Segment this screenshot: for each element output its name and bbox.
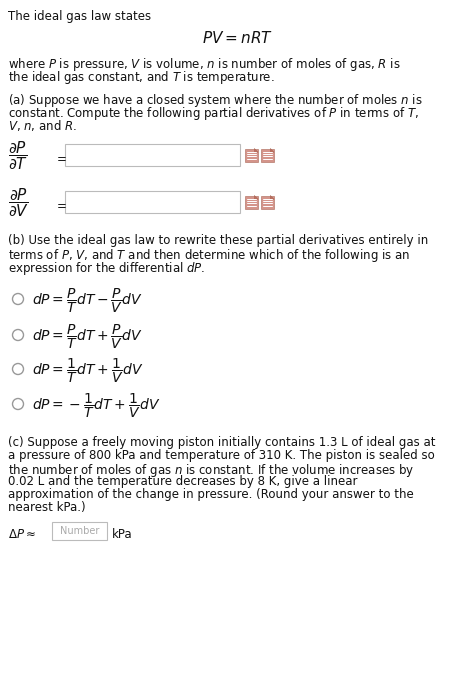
Circle shape bbox=[12, 364, 24, 375]
Text: $PV = nRT$: $PV = nRT$ bbox=[201, 30, 273, 46]
Text: constant. Compute the following partial derivatives of $P$ in terms of $T$,: constant. Compute the following partial … bbox=[8, 105, 419, 122]
Text: 0.02 L and the temperature decreases by 8 K, give a linear: 0.02 L and the temperature decreases by … bbox=[8, 475, 357, 488]
Text: nearest kPa.): nearest kPa.) bbox=[8, 501, 86, 514]
Text: The ideal gas law states: The ideal gas law states bbox=[8, 10, 151, 23]
FancyBboxPatch shape bbox=[261, 148, 274, 161]
Text: $dP = \dfrac{P}{T}dT + \dfrac{P}{V}dV$: $dP = \dfrac{P}{T}dT + \dfrac{P}{V}dV$ bbox=[32, 323, 143, 351]
Polygon shape bbox=[255, 148, 258, 152]
Polygon shape bbox=[270, 148, 274, 152]
Text: $dP = \dfrac{1}{T}dT + \dfrac{1}{V}dV$: $dP = \dfrac{1}{T}dT + \dfrac{1}{V}dV$ bbox=[32, 357, 144, 385]
FancyBboxPatch shape bbox=[52, 522, 107, 540]
Text: $\Delta P \approx$: $\Delta P \approx$ bbox=[8, 528, 36, 541]
Polygon shape bbox=[270, 195, 274, 199]
Text: (a) Suppose we have a closed system where the number of moles $n$ is: (a) Suppose we have a closed system wher… bbox=[8, 92, 423, 109]
Text: $\dfrac{\partial P}{\partial V}$: $\dfrac{\partial P}{\partial V}$ bbox=[8, 186, 29, 219]
FancyBboxPatch shape bbox=[65, 191, 240, 213]
Text: $=$: $=$ bbox=[54, 151, 67, 164]
Text: Number: Number bbox=[60, 526, 99, 536]
Text: the ideal gas constant, and $T$ is temperature.: the ideal gas constant, and $T$ is tempe… bbox=[8, 69, 275, 86]
Text: $dP = \dfrac{P}{T}dT - \dfrac{P}{V}dV$: $dP = \dfrac{P}{T}dT - \dfrac{P}{V}dV$ bbox=[32, 287, 143, 315]
Text: approximation of the change in pressure. (Round your answer to the: approximation of the change in pressure.… bbox=[8, 488, 414, 501]
Circle shape bbox=[12, 293, 24, 304]
Text: $=$: $=$ bbox=[54, 198, 67, 211]
Text: $dP = -\dfrac{1}{T}dT + \dfrac{1}{V}dV$: $dP = -\dfrac{1}{T}dT + \dfrac{1}{V}dV$ bbox=[32, 392, 161, 420]
FancyBboxPatch shape bbox=[261, 195, 274, 208]
Text: the number of moles of gas $n$ is constant. If the volume increases by: the number of moles of gas $n$ is consta… bbox=[8, 462, 414, 479]
Text: terms of $P$, $V$, and $T$ and then determine which of the following is an: terms of $P$, $V$, and $T$ and then dete… bbox=[8, 247, 410, 264]
Text: where $P$ is pressure, $V$ is volume, $n$ is number of moles of gas, $R$ is: where $P$ is pressure, $V$ is volume, $n… bbox=[8, 56, 401, 73]
Polygon shape bbox=[255, 195, 258, 199]
Text: (c) Suppose a freely moving piston initially contains 1.3 L of ideal gas at: (c) Suppose a freely moving piston initi… bbox=[8, 436, 436, 449]
Circle shape bbox=[12, 330, 24, 340]
FancyBboxPatch shape bbox=[245, 195, 258, 208]
Text: expression for the differential $dP$.: expression for the differential $dP$. bbox=[8, 260, 205, 277]
FancyBboxPatch shape bbox=[65, 144, 240, 166]
Circle shape bbox=[12, 399, 24, 409]
Text: (b) Use the ideal gas law to rewrite these partial derivatives entirely in: (b) Use the ideal gas law to rewrite the… bbox=[8, 234, 428, 247]
FancyBboxPatch shape bbox=[245, 148, 258, 161]
Text: $V$, $n$, and $R$.: $V$, $n$, and $R$. bbox=[8, 118, 77, 133]
Text: kPa: kPa bbox=[112, 528, 133, 541]
Text: a pressure of 800 kPa and temperature of 310 K. The piston is sealed so: a pressure of 800 kPa and temperature of… bbox=[8, 449, 435, 462]
Text: $\dfrac{\partial P}{\partial T}$: $\dfrac{\partial P}{\partial T}$ bbox=[8, 139, 28, 172]
